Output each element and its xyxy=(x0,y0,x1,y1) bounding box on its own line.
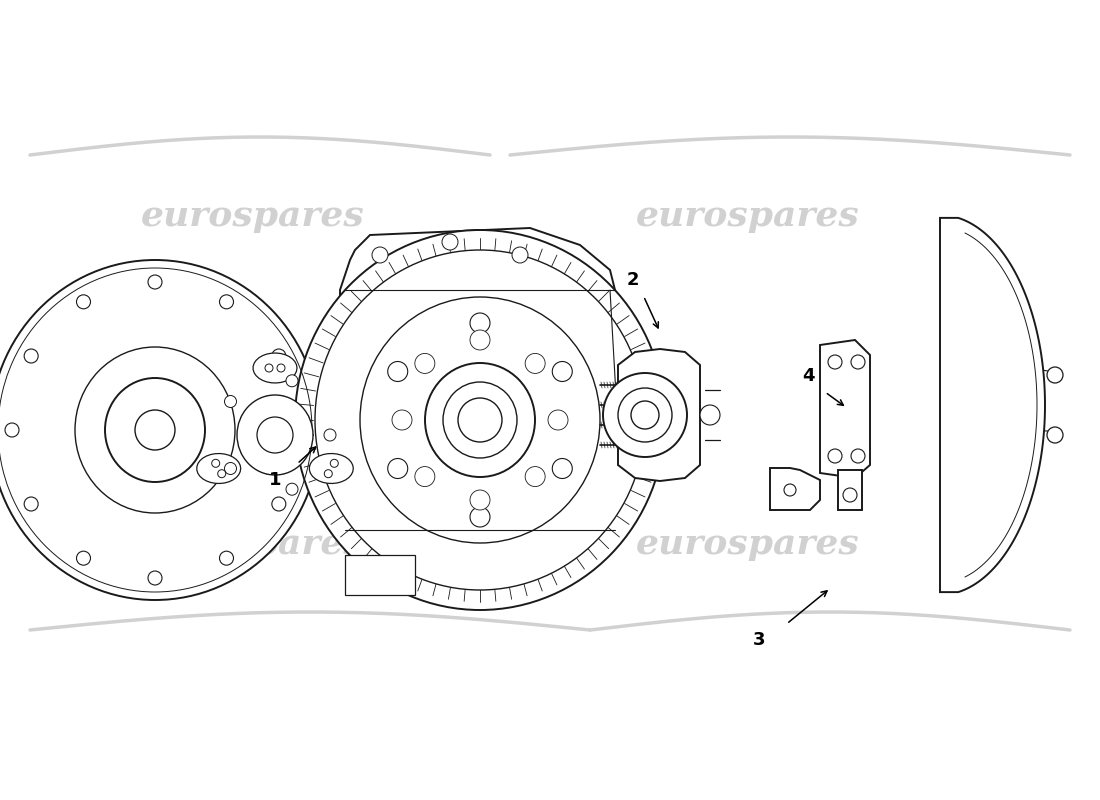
Ellipse shape xyxy=(292,423,305,437)
Ellipse shape xyxy=(272,349,286,363)
Ellipse shape xyxy=(784,484,796,496)
Ellipse shape xyxy=(315,250,645,590)
Text: eurospares: eurospares xyxy=(141,199,365,233)
Ellipse shape xyxy=(470,313,490,333)
Ellipse shape xyxy=(272,497,286,511)
Text: eurospares: eurospares xyxy=(636,199,860,233)
Ellipse shape xyxy=(442,234,458,250)
Ellipse shape xyxy=(700,405,720,425)
Ellipse shape xyxy=(220,551,233,565)
Text: eurospares: eurospares xyxy=(141,527,365,561)
Ellipse shape xyxy=(324,470,332,478)
Ellipse shape xyxy=(257,417,293,453)
Ellipse shape xyxy=(552,362,572,382)
Ellipse shape xyxy=(24,497,38,511)
Ellipse shape xyxy=(24,349,38,363)
Ellipse shape xyxy=(1047,367,1063,383)
Ellipse shape xyxy=(372,247,388,263)
Ellipse shape xyxy=(148,275,162,289)
Ellipse shape xyxy=(236,395,314,475)
Ellipse shape xyxy=(548,410,568,430)
Polygon shape xyxy=(838,470,862,510)
Polygon shape xyxy=(820,340,870,478)
Polygon shape xyxy=(770,468,820,510)
Ellipse shape xyxy=(148,571,162,585)
Ellipse shape xyxy=(324,429,336,441)
Ellipse shape xyxy=(618,388,672,442)
Ellipse shape xyxy=(135,410,175,450)
Ellipse shape xyxy=(470,490,490,510)
Ellipse shape xyxy=(470,507,490,527)
Ellipse shape xyxy=(392,410,412,430)
Ellipse shape xyxy=(512,247,528,263)
Ellipse shape xyxy=(851,355,865,369)
Polygon shape xyxy=(618,349,700,481)
Text: 2: 2 xyxy=(626,271,639,289)
Text: eurospares: eurospares xyxy=(636,527,860,561)
Polygon shape xyxy=(197,454,241,483)
Ellipse shape xyxy=(330,459,339,467)
Ellipse shape xyxy=(295,230,666,610)
Ellipse shape xyxy=(525,466,546,486)
Ellipse shape xyxy=(286,483,298,495)
Ellipse shape xyxy=(77,295,90,309)
Ellipse shape xyxy=(360,297,600,543)
Ellipse shape xyxy=(525,354,546,374)
Ellipse shape xyxy=(470,330,490,350)
Text: 3: 3 xyxy=(752,631,766,649)
Ellipse shape xyxy=(603,373,688,457)
Ellipse shape xyxy=(1047,427,1063,443)
Ellipse shape xyxy=(277,364,285,372)
Text: 4: 4 xyxy=(802,367,815,385)
Ellipse shape xyxy=(631,401,659,429)
Ellipse shape xyxy=(387,362,408,382)
Ellipse shape xyxy=(828,355,842,369)
Ellipse shape xyxy=(211,459,220,467)
Ellipse shape xyxy=(387,458,408,478)
Ellipse shape xyxy=(458,398,502,442)
Ellipse shape xyxy=(415,466,434,486)
Ellipse shape xyxy=(828,449,842,463)
Ellipse shape xyxy=(415,354,434,374)
Ellipse shape xyxy=(443,382,517,458)
Ellipse shape xyxy=(77,551,90,565)
Ellipse shape xyxy=(843,488,857,502)
Text: 1: 1 xyxy=(268,471,282,489)
Ellipse shape xyxy=(6,423,19,437)
Polygon shape xyxy=(253,353,297,383)
Ellipse shape xyxy=(218,470,226,478)
Polygon shape xyxy=(345,555,415,595)
Ellipse shape xyxy=(425,363,535,477)
Polygon shape xyxy=(940,218,1045,592)
Ellipse shape xyxy=(552,458,572,478)
Polygon shape xyxy=(340,228,620,578)
Ellipse shape xyxy=(224,462,236,474)
Ellipse shape xyxy=(104,378,205,482)
Ellipse shape xyxy=(220,295,233,309)
Ellipse shape xyxy=(286,374,298,386)
Polygon shape xyxy=(309,454,353,483)
Ellipse shape xyxy=(75,347,235,513)
Ellipse shape xyxy=(0,260,320,600)
Ellipse shape xyxy=(265,364,273,372)
Ellipse shape xyxy=(851,449,865,463)
Ellipse shape xyxy=(224,395,236,407)
